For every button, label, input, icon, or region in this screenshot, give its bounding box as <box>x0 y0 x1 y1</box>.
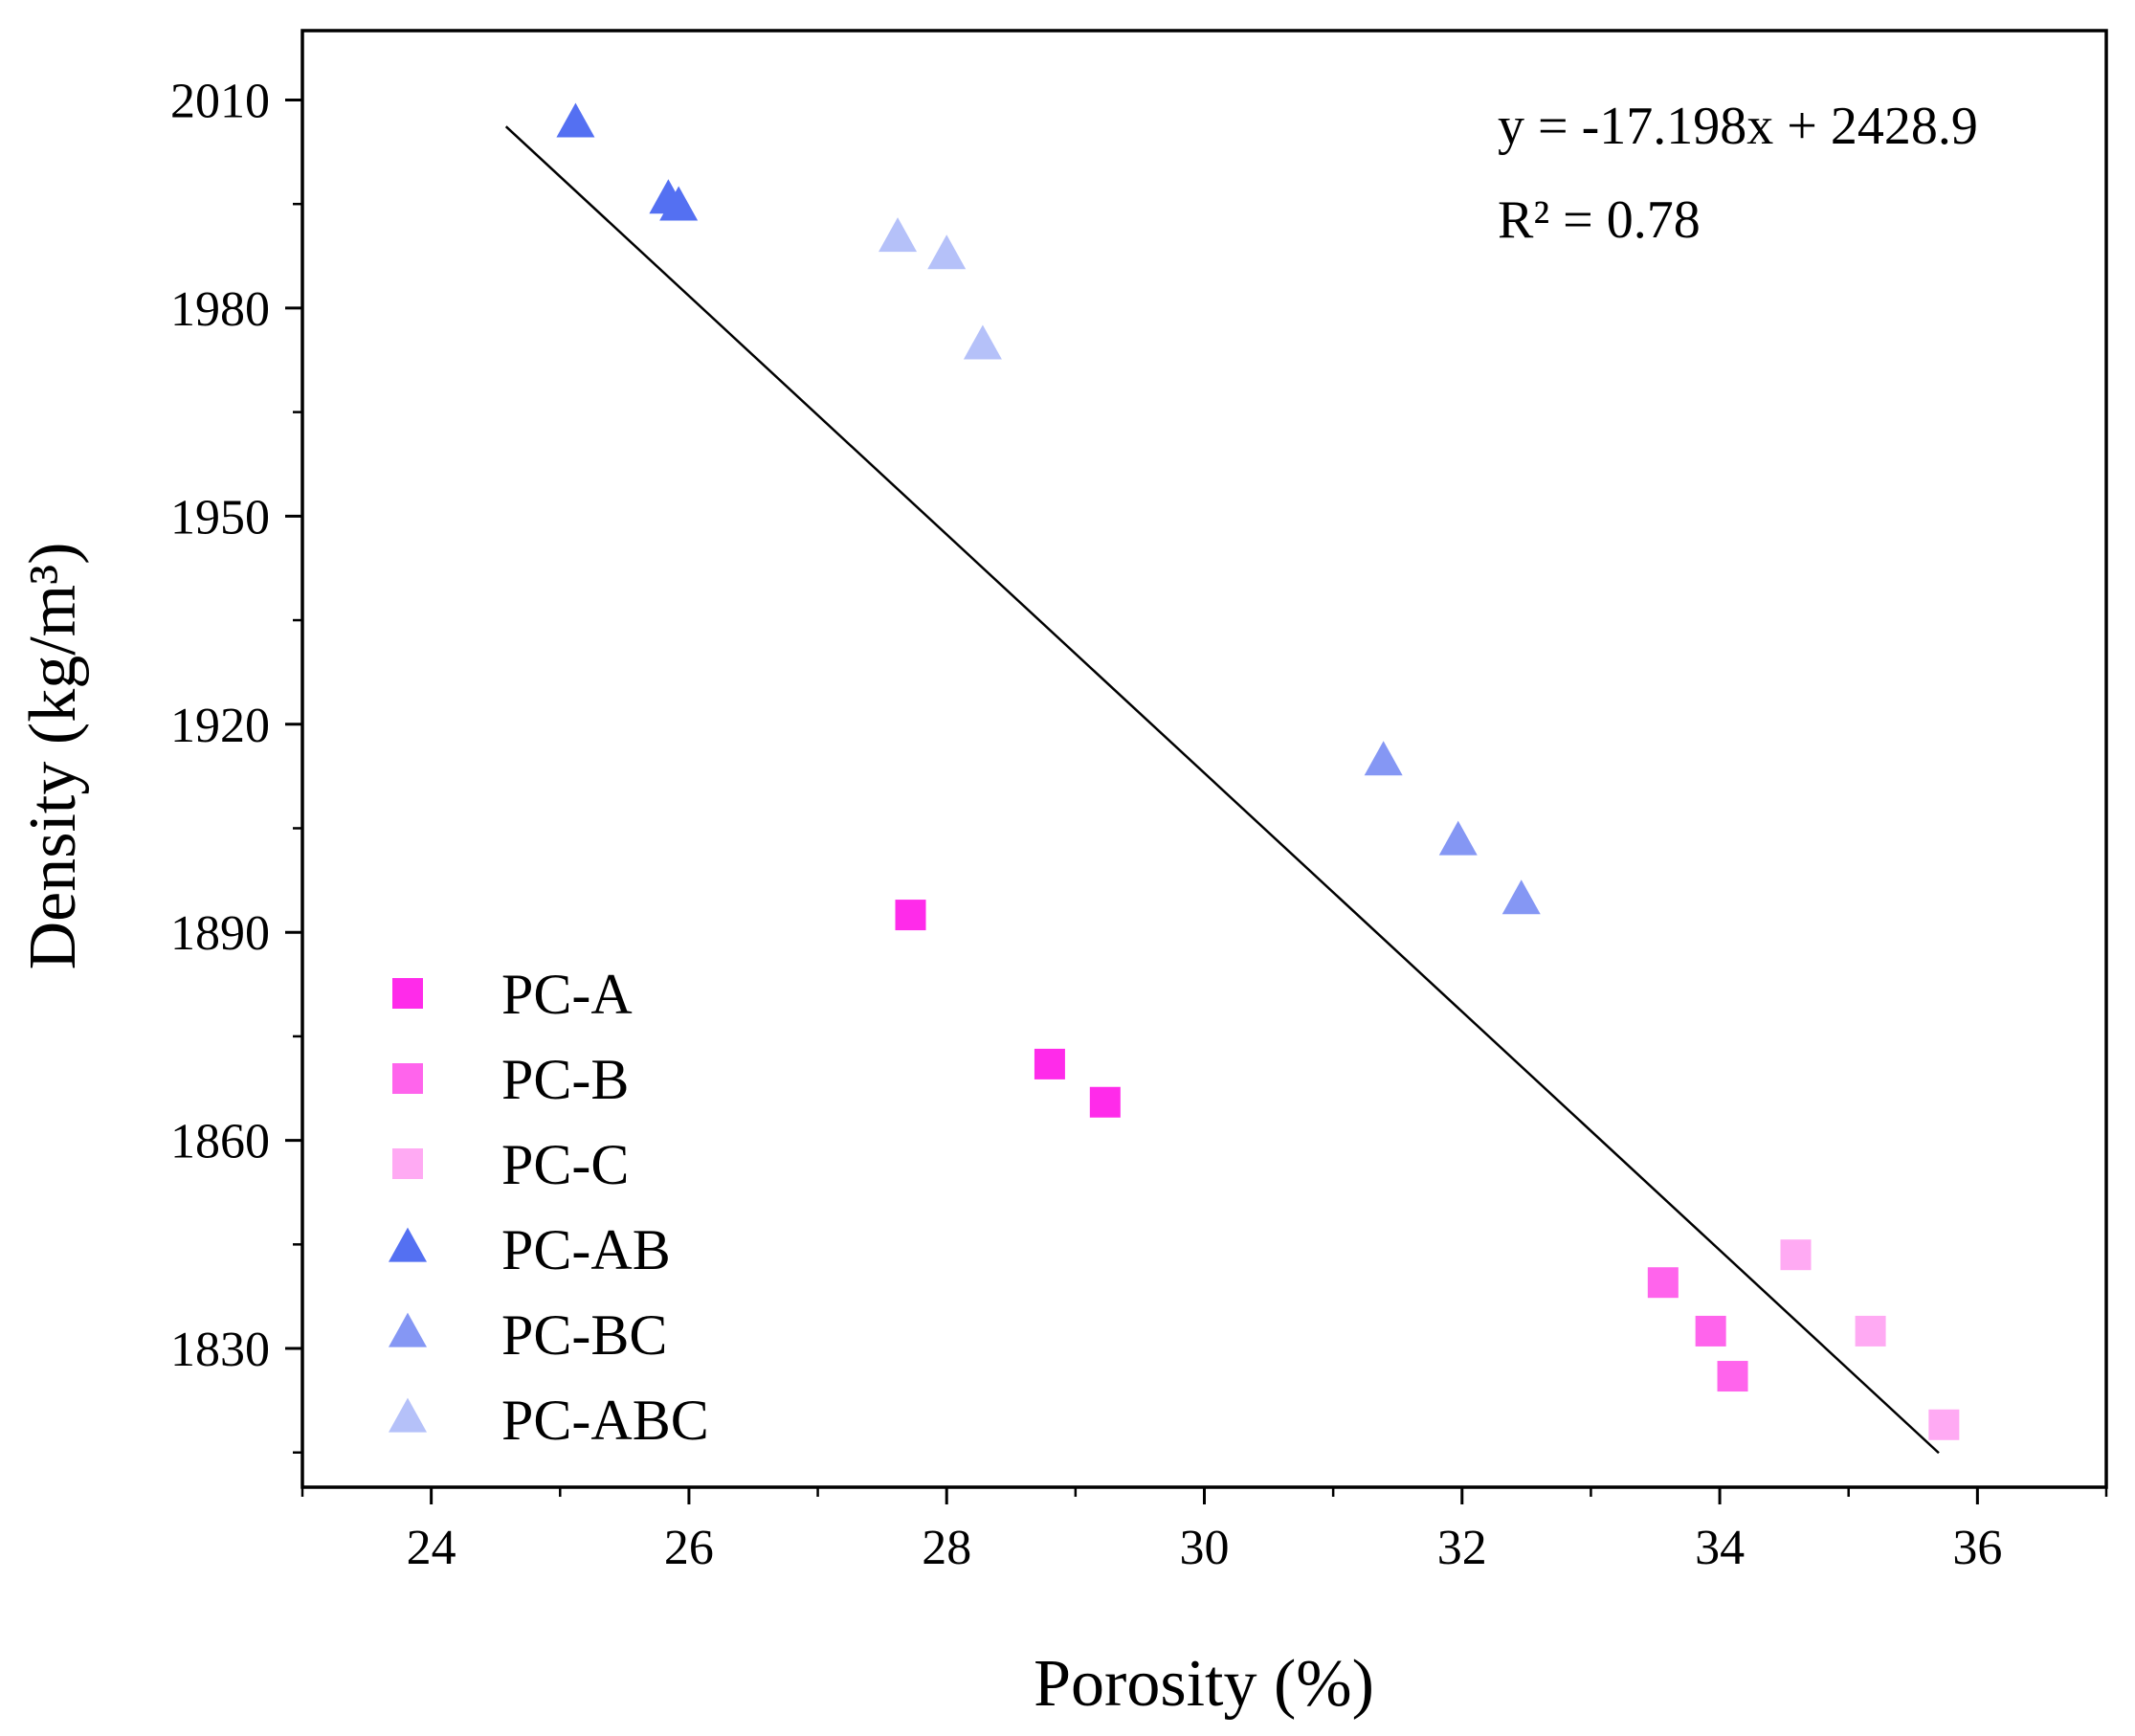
x-tick-label: 34 <box>1695 1521 1745 1575</box>
legend-item: PC-C <box>392 1133 629 1196</box>
legend-marker <box>392 978 423 1009</box>
trendline <box>504 125 1940 1455</box>
legend-marker <box>389 1312 427 1347</box>
x-tick-label: 26 <box>664 1521 714 1575</box>
x-tick-label: 24 <box>407 1521 456 1575</box>
equation-annotation: y = -17.198x + 2428.9 <box>1498 97 1978 156</box>
legend-label: PC-BC <box>501 1303 667 1367</box>
data-points-layer <box>556 102 1960 1440</box>
data-point <box>963 324 1002 360</box>
trendline-layer <box>504 125 1940 1455</box>
legend-item: PC-ABC <box>389 1389 709 1452</box>
x-axis-ticks: 24 26 28 30 32 34 36 <box>300 1487 2108 1575</box>
r-squared-annotation: R² = 0.78 <box>1498 190 1701 250</box>
legend-label: PC-A <box>501 963 633 1026</box>
legend-label: PC-B <box>501 1048 629 1111</box>
data-point <box>1855 1315 1886 1347</box>
data-point <box>659 186 699 221</box>
data-point <box>1501 879 1541 915</box>
series-pc-ab <box>556 102 699 221</box>
legend-item: PC-BC <box>389 1303 667 1367</box>
y-tick-label: 1920 <box>170 699 270 753</box>
series-pc-a <box>895 900 1121 1118</box>
y-tick-label: 1860 <box>170 1115 270 1169</box>
series-pc-abc <box>878 217 1002 360</box>
legend-marker <box>392 1063 423 1094</box>
legend: PC-A PC-B PC-C PC-AB PC-BC PC-ABC <box>389 963 709 1452</box>
legend-label: PC-C <box>501 1133 629 1196</box>
data-point <box>927 234 967 270</box>
data-point <box>1717 1361 1748 1392</box>
series-pc-c <box>1780 1239 1960 1440</box>
data-point <box>1034 1048 1065 1079</box>
legend-label: PC-AB <box>501 1218 671 1281</box>
series-pc-bc <box>1364 741 1541 915</box>
y-tick-label: 2010 <box>170 74 270 128</box>
data-point <box>1695 1315 1726 1347</box>
data-point <box>1438 820 1478 856</box>
x-axis-title: Porosity (%) <box>1034 1647 1374 1721</box>
data-point <box>1928 1409 1960 1440</box>
y-tick-label: 1890 <box>170 906 270 961</box>
data-point <box>878 217 918 253</box>
data-point <box>1089 1086 1121 1118</box>
y-tick-label: 1980 <box>170 282 270 337</box>
legend-item: PC-B <box>392 1048 629 1111</box>
data-point <box>1364 741 1403 776</box>
y-tick-label: 1830 <box>170 1323 270 1377</box>
y-axis-ticks: 1830 1860 1890 1920 1950 1980 2010 <box>170 74 302 1455</box>
legend-label: PC-ABC <box>501 1389 709 1452</box>
data-point <box>556 102 595 138</box>
data-point <box>1647 1267 1679 1299</box>
x-tick-label: 30 <box>1180 1521 1230 1575</box>
legend-item: PC-A <box>392 963 633 1026</box>
data-point <box>1780 1239 1812 1271</box>
y-tick-label: 1950 <box>170 490 270 545</box>
x-tick-label: 32 <box>1437 1521 1487 1575</box>
x-tick-label: 36 <box>1952 1521 2002 1575</box>
series-pc-b <box>1647 1267 1748 1392</box>
y-axis-title: Density (kg/m³) <box>16 543 90 970</box>
plot-area: 24 26 28 30 32 34 36 1830 1860 1890 1920 1950 1980 2… <box>170 29 2108 1575</box>
x-tick-label: 28 <box>922 1521 971 1575</box>
legend-item: PC-AB <box>389 1218 671 1281</box>
legend-marker <box>392 1148 423 1179</box>
legend-marker <box>389 1397 427 1433</box>
data-point <box>895 900 926 931</box>
legend-marker <box>389 1227 427 1262</box>
